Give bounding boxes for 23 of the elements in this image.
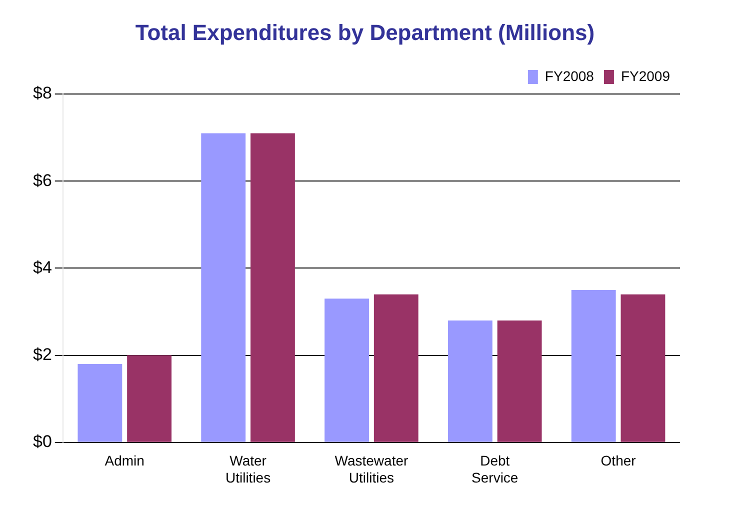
bar <box>374 294 418 442</box>
x-tick-label: Water Utilities <box>225 452 271 486</box>
bar <box>324 298 369 442</box>
bar <box>620 294 666 442</box>
y-tick-label: $6 <box>32 170 52 190</box>
bar <box>78 364 122 442</box>
y-tick-label: $0 <box>32 432 52 452</box>
bar <box>201 133 246 442</box>
x-tick-label: Admin <box>104 452 144 469</box>
x-tick-label: Wastewater Utilities <box>334 452 408 486</box>
bar <box>497 320 542 442</box>
x-tick-label: Other <box>600 452 636 469</box>
y-tick-label: $8 <box>32 84 52 103</box>
bar <box>448 320 492 442</box>
legend-label: FY2008 <box>544 68 594 84</box>
bar <box>127 355 172 442</box>
bar <box>571 290 616 442</box>
bar <box>250 133 295 442</box>
y-tick-label: $2 <box>32 344 52 364</box>
legend-label: FY2009 <box>620 68 670 84</box>
y-tick-label: $4 <box>32 258 52 277</box>
x-tick-label: Debt Service <box>472 452 518 486</box>
chart-title: Total Expenditures by Department (Millions) <box>134 20 596 46</box>
